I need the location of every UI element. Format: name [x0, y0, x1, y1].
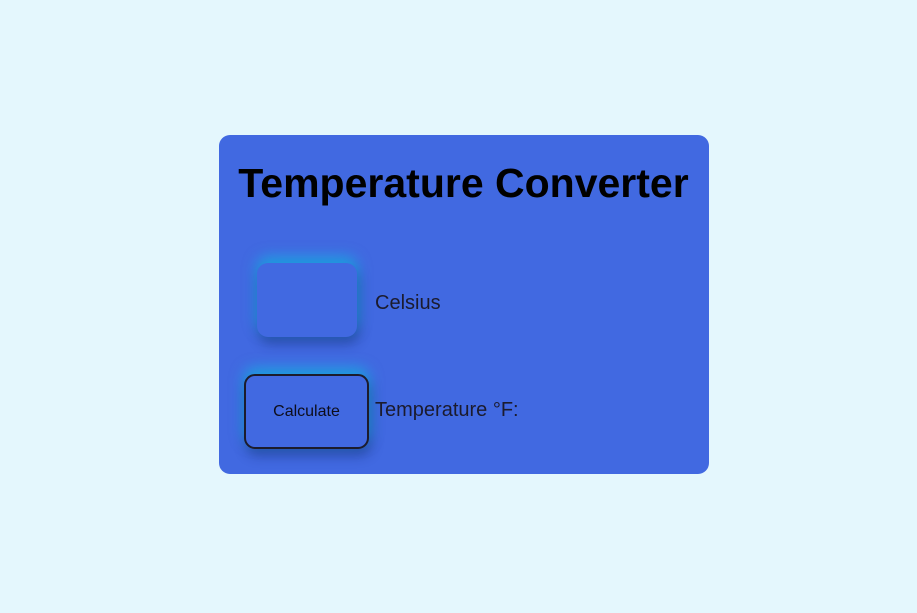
celsius-label: Celsius: [375, 292, 441, 314]
fahrenheit-result-label: Temperature °F:: [375, 399, 519, 421]
page-title: Temperature Converter: [238, 160, 689, 206]
calculate-button[interactable]: Calculate: [244, 374, 369, 449]
celsius-input[interactable]: [257, 263, 357, 337]
